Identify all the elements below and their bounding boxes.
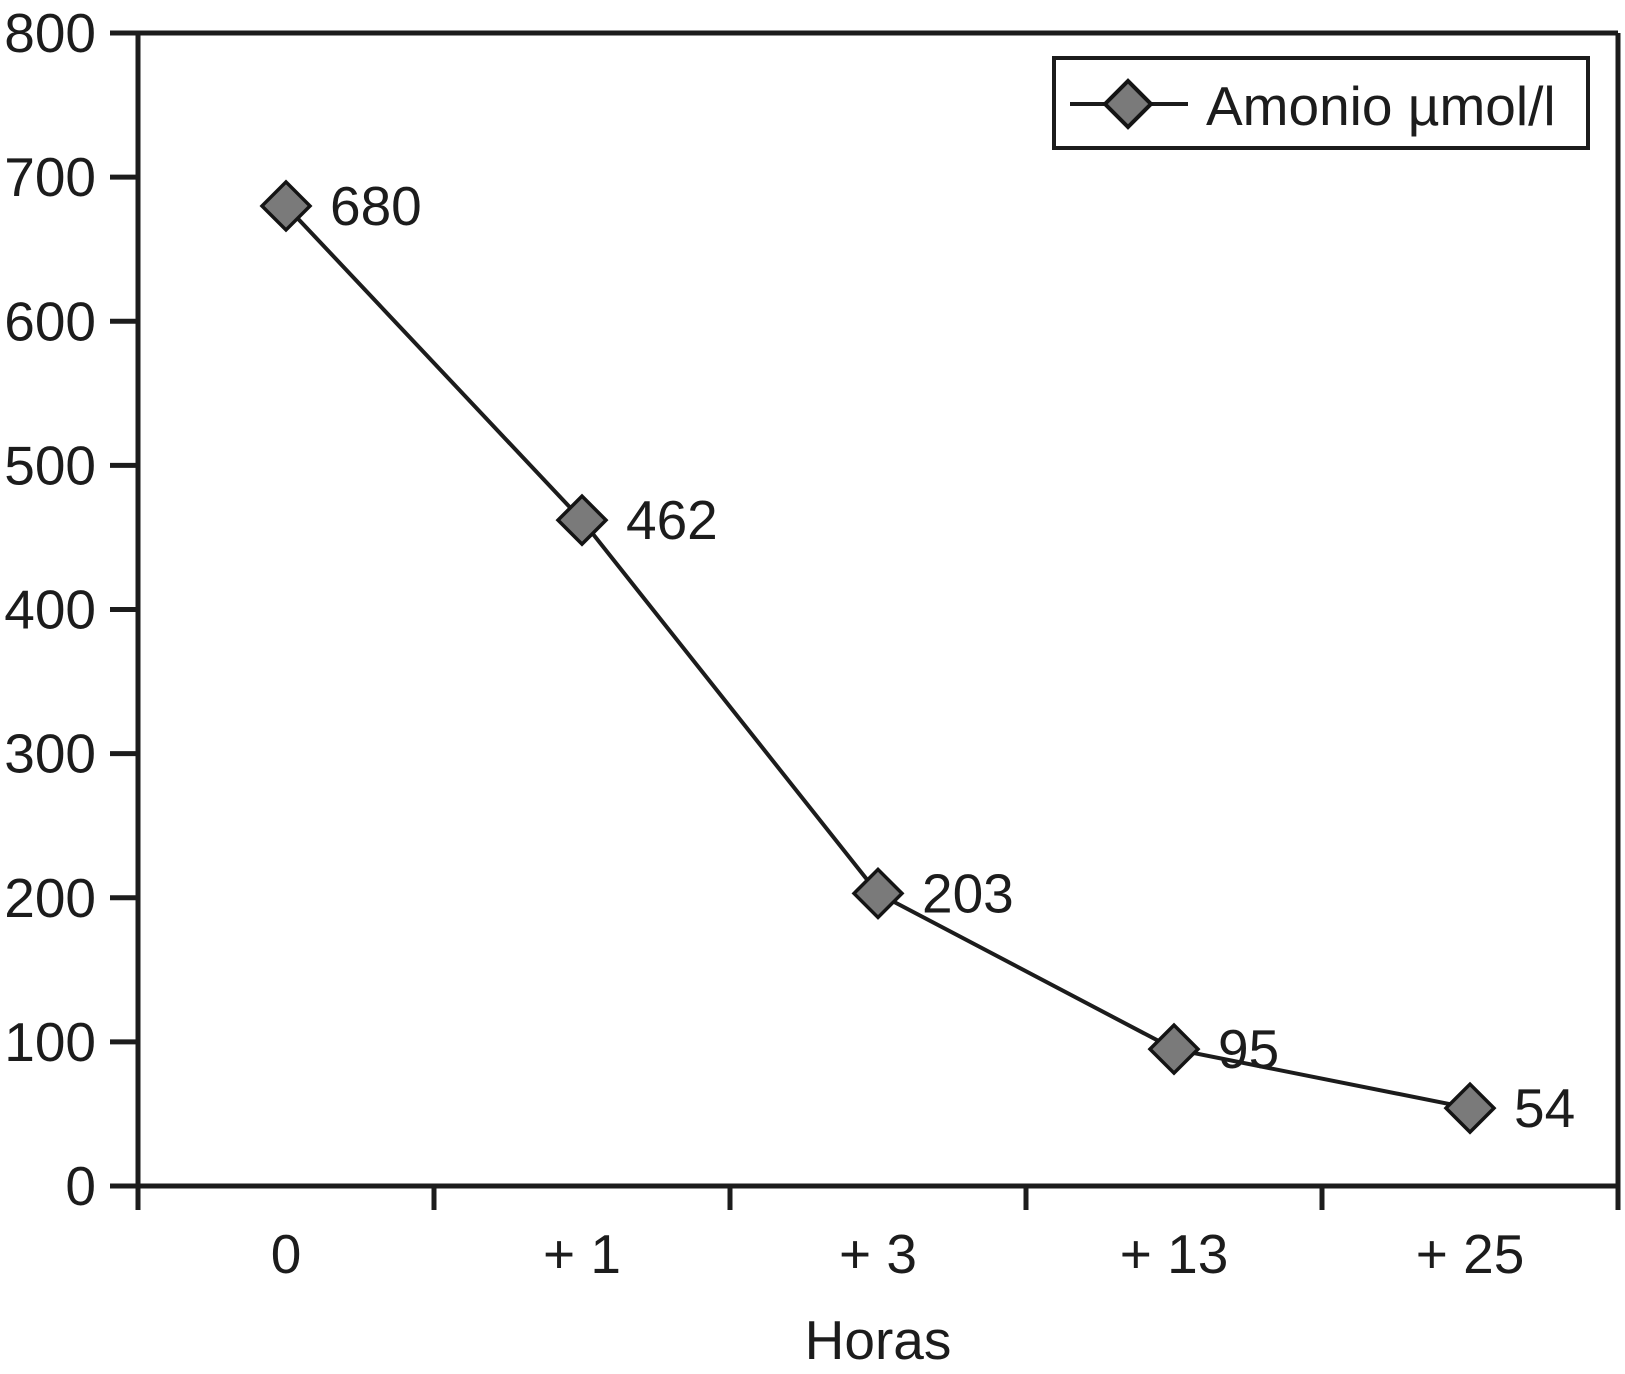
x-tick-label: + 1 bbox=[543, 1223, 621, 1285]
legend-marker-diamond-icon bbox=[1102, 78, 1154, 130]
y-tick-label: 500 bbox=[4, 434, 96, 496]
x-tick-label: 0 bbox=[271, 1223, 302, 1285]
y-tick-label: 0 bbox=[65, 1155, 96, 1217]
data-label: 203 bbox=[922, 862, 1014, 924]
data-label: 680 bbox=[330, 175, 422, 237]
data-point-marker bbox=[555, 493, 609, 547]
x-tick-label: + 3 bbox=[839, 1223, 917, 1285]
data-point-marker bbox=[1443, 1081, 1497, 1135]
y-tick-label: 300 bbox=[4, 723, 96, 785]
y-axis: 0 100 200 300 400 500 600 700 800 bbox=[4, 2, 138, 1217]
legend: Amonio µmol/l bbox=[1052, 56, 1590, 150]
series-line bbox=[284, 204, 1471, 1111]
y-tick-label: 100 bbox=[4, 1011, 96, 1073]
y-tick-label: 700 bbox=[4, 146, 96, 208]
series-amonio bbox=[259, 179, 1497, 1135]
y-tick-label: 200 bbox=[4, 867, 96, 929]
x-axis: 0 + 1 + 3 + 13 + 25 bbox=[135, 1186, 1621, 1285]
data-label: 54 bbox=[1514, 1077, 1575, 1139]
data-point-marker bbox=[259, 179, 313, 233]
data-label: 462 bbox=[626, 489, 718, 551]
x-axis-title: Horas bbox=[805, 1309, 952, 1371]
legend-label: Amonio µmol/l bbox=[1206, 75, 1556, 137]
data-labels: 680 462 203 95 54 bbox=[330, 175, 1575, 1139]
x-tick-label: + 25 bbox=[1416, 1223, 1525, 1285]
y-tick-label: 800 bbox=[4, 2, 96, 64]
plot-frame bbox=[110, 30, 1621, 1210]
data-point-marker bbox=[1147, 1022, 1201, 1076]
y-tick-label: 400 bbox=[4, 579, 96, 641]
x-tick-label: + 13 bbox=[1120, 1223, 1229, 1285]
y-tick-label: 600 bbox=[4, 290, 96, 352]
data-label: 95 bbox=[1218, 1018, 1279, 1080]
data-point-marker bbox=[851, 866, 905, 920]
